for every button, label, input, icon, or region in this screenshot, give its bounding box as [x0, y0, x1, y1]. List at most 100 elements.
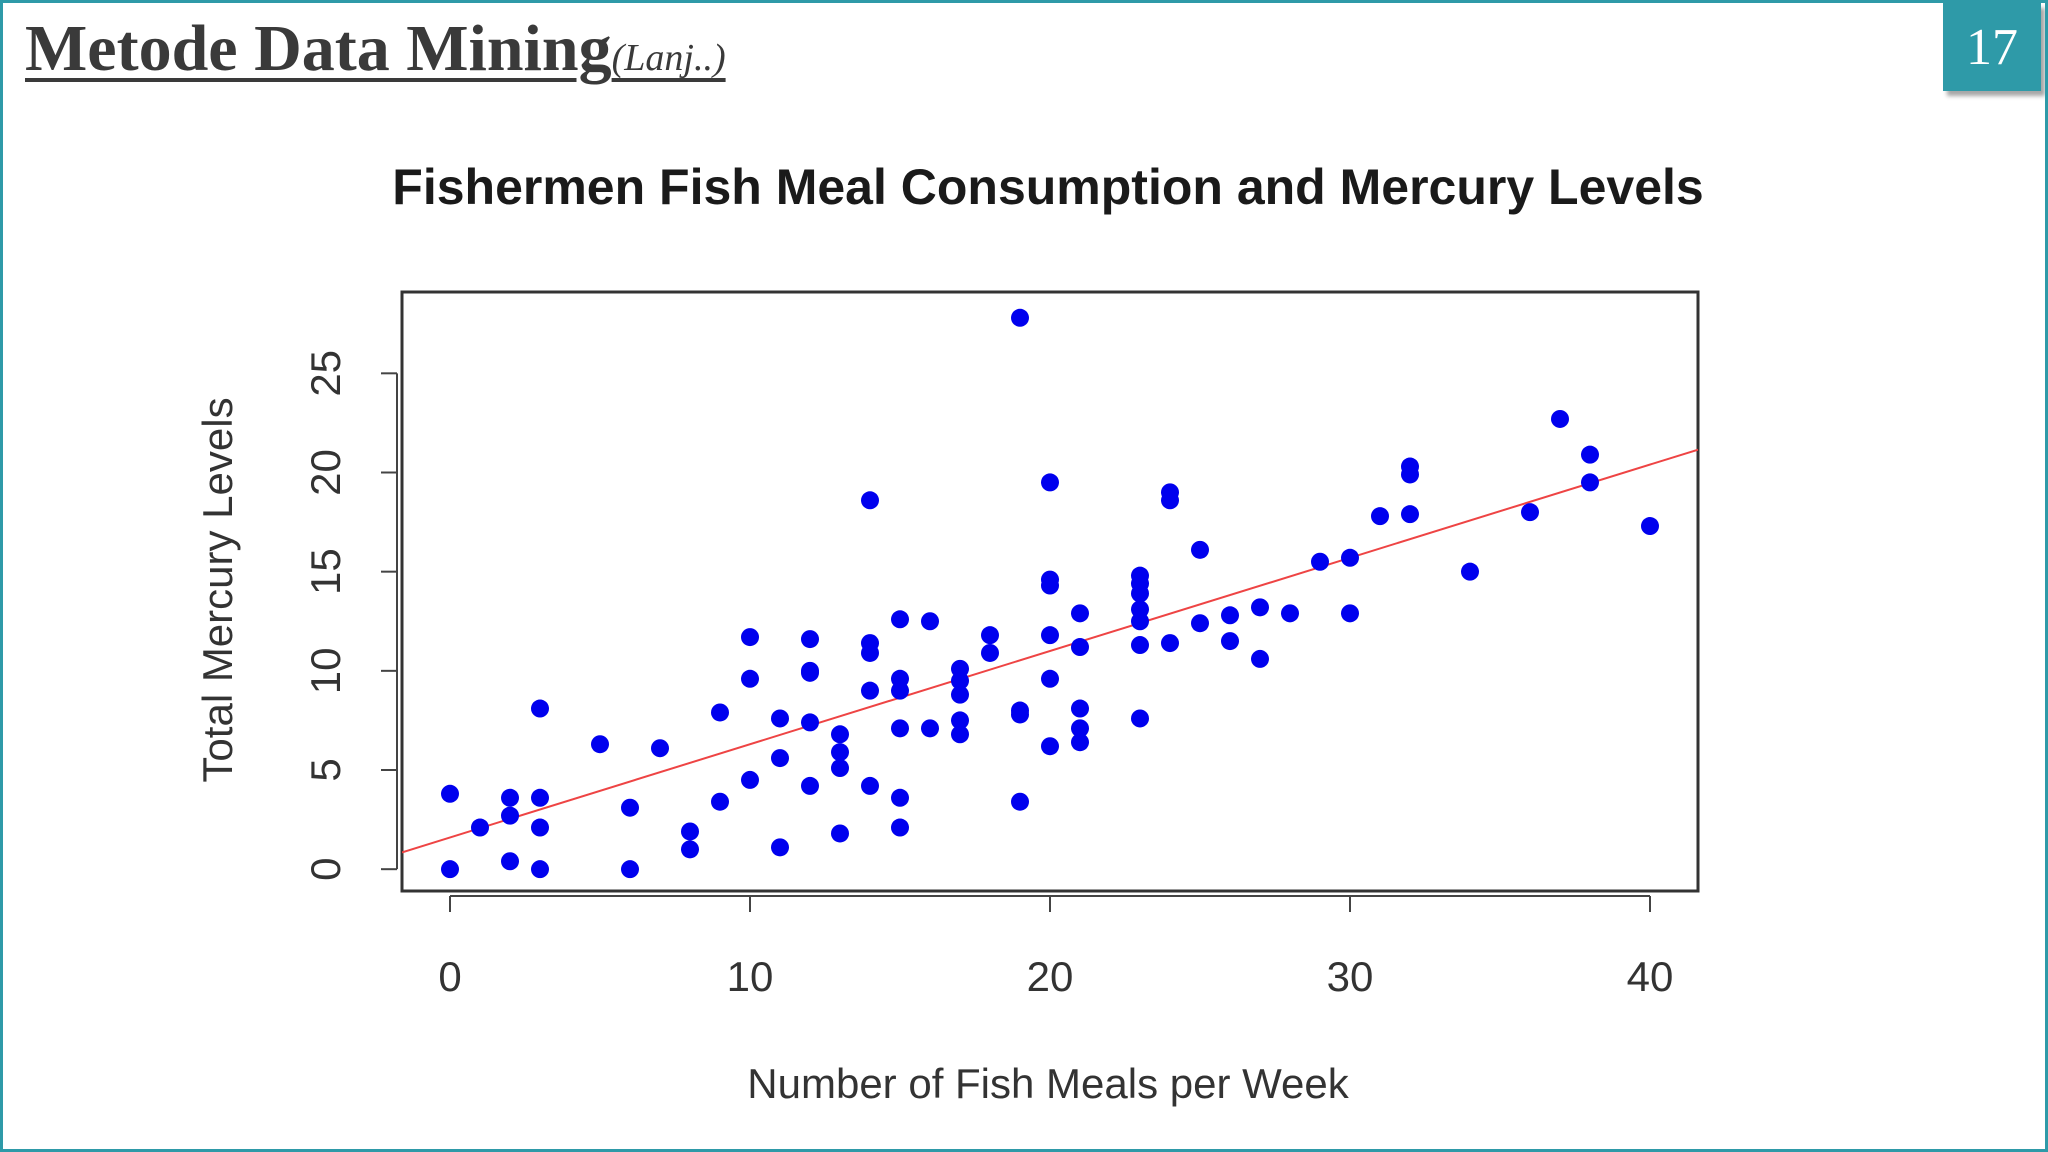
plot-area: 0 10 20 30 40 0 5 10 15 20 25	[302, 290, 1700, 1000]
data-point	[621, 860, 639, 879]
data-point	[1041, 669, 1059, 688]
data-point	[891, 818, 909, 837]
data-point	[1581, 473, 1599, 492]
page-number-badge: 17	[1943, 3, 2041, 91]
data-point	[1011, 705, 1029, 724]
data-point	[1251, 649, 1269, 668]
data-point	[1161, 491, 1179, 510]
data-point	[951, 685, 969, 704]
data-point	[1011, 308, 1029, 327]
x-tick-label: 0	[438, 953, 461, 1000]
data-point	[831, 824, 849, 843]
data-point	[861, 643, 879, 662]
data-point	[1341, 604, 1359, 623]
data-point	[1131, 636, 1149, 655]
data-point	[1041, 626, 1059, 645]
data-point	[1581, 445, 1599, 464]
data-point	[891, 681, 909, 700]
x-axis-label: Number of Fish Meals per Week	[747, 1060, 1349, 1107]
slide-title-text: Metode Data Mining	[25, 12, 612, 85]
data-point	[981, 626, 999, 645]
data-point	[801, 776, 819, 795]
fit-line	[402, 448, 1698, 854]
data-point	[1191, 614, 1209, 633]
y-axis-label: Total Mercury Levels	[194, 397, 241, 782]
data-point	[531, 818, 549, 837]
data-point	[1131, 709, 1149, 728]
data-point	[711, 703, 729, 722]
data-point	[1251, 598, 1269, 617]
slide-title: Metode Data Mining(Lanj..)	[25, 11, 726, 87]
data-point	[771, 749, 789, 768]
data-point	[501, 788, 519, 807]
data-point	[1401, 465, 1419, 484]
y-tick-label: 0	[302, 858, 349, 881]
data-point	[861, 776, 879, 795]
y-tick-label: 15	[302, 548, 349, 595]
data-point	[861, 491, 879, 510]
y-tick-label: 20	[302, 449, 349, 496]
x-tick-label: 20	[1027, 953, 1074, 1000]
data-point	[1071, 733, 1089, 752]
data-point	[771, 838, 789, 857]
data-point	[1401, 505, 1419, 524]
x-tick-label: 10	[727, 953, 774, 1000]
data-point	[1311, 552, 1329, 571]
data-point	[1371, 507, 1389, 526]
data-point	[771, 709, 789, 728]
y-tick-label: 5	[302, 758, 349, 781]
data-point	[501, 806, 519, 825]
x-tick-label: 30	[1327, 953, 1374, 1000]
data-point	[951, 725, 969, 744]
data-point	[1281, 604, 1299, 623]
data-point	[1041, 473, 1059, 492]
data-point	[921, 612, 939, 631]
y-tick-label: 25	[302, 350, 349, 397]
data-point	[831, 743, 849, 762]
data-point	[741, 770, 759, 789]
data-point	[741, 669, 759, 688]
data-point	[1041, 576, 1059, 595]
data-point	[531, 860, 549, 879]
data-point	[1461, 562, 1479, 581]
data-point	[1131, 612, 1149, 631]
data-point	[891, 610, 909, 629]
chart-title: Fishermen Fish Meal Consumption and Merc…	[392, 159, 1703, 215]
data-point	[831, 759, 849, 778]
data-point	[1071, 604, 1089, 623]
data-point	[471, 818, 489, 837]
data-point	[1071, 638, 1089, 657]
data-point	[1041, 737, 1059, 756]
data-point	[981, 643, 999, 662]
data-point	[681, 822, 699, 841]
data-point	[1161, 634, 1179, 653]
data-point	[801, 630, 819, 649]
scatter-chart: Fishermen Fish Meal Consumption and Merc…	[194, 159, 1704, 1107]
plot-frame	[400, 290, 1700, 893]
y-tick-label: 10	[302, 647, 349, 694]
slide-subtitle: (Lanj..)	[611, 37, 726, 79]
data-point	[681, 840, 699, 859]
data-point	[921, 719, 939, 738]
data-point	[891, 719, 909, 738]
data-point	[951, 711, 969, 730]
data-point	[591, 735, 609, 754]
data-point	[1551, 409, 1569, 428]
data-point	[711, 792, 729, 811]
data-point	[1221, 606, 1239, 625]
data-point	[801, 663, 819, 682]
x-tick-label: 40	[1627, 953, 1674, 1000]
data-point	[441, 860, 459, 879]
data-point	[501, 852, 519, 871]
data-point	[951, 671, 969, 690]
data-point	[441, 784, 459, 803]
data-point	[531, 788, 549, 807]
data-point	[621, 798, 639, 817]
data-point	[891, 788, 909, 807]
data-point	[531, 699, 549, 718]
data-point	[1071, 699, 1089, 718]
data-point	[1011, 792, 1029, 811]
data-point	[1071, 719, 1089, 738]
data-point	[861, 681, 879, 700]
